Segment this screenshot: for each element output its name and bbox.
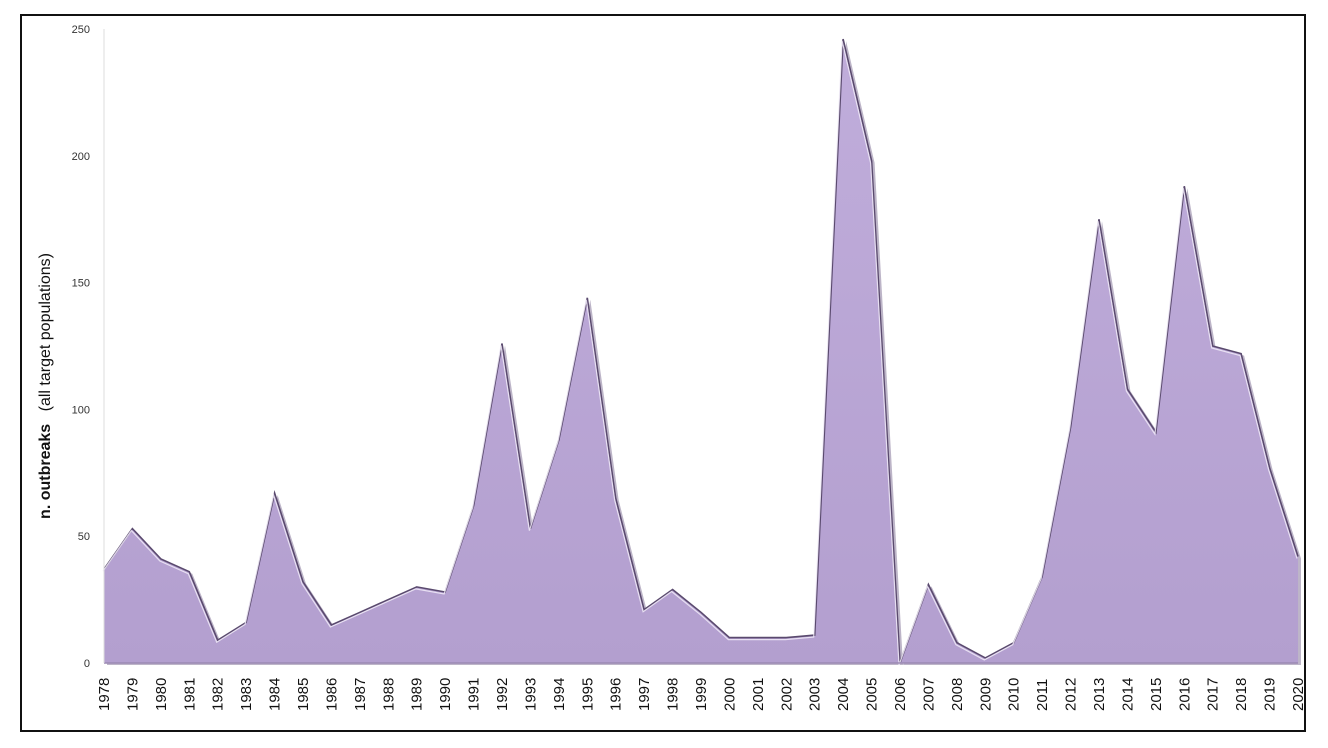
x-tick-label: 2019	[1262, 678, 1279, 711]
x-tick-label: 2001	[750, 678, 767, 711]
x-tick-label: 2000	[721, 678, 738, 711]
x-tick-label: 1998	[665, 678, 682, 711]
x-tick-label: 1996	[608, 678, 625, 711]
x-tick-label: 2004	[835, 678, 852, 711]
x-tick-label: 1986	[323, 678, 340, 711]
y-tick-label: 100	[72, 404, 90, 416]
x-tick-label: 1999	[693, 678, 710, 711]
x-tick-label: 2006	[892, 678, 909, 711]
x-tick-label: 2007	[920, 678, 937, 711]
y-axis-title-rest: (all target populations)	[37, 253, 54, 411]
x-tick-label: 1979	[124, 678, 141, 711]
x-tick-label: 1984	[267, 678, 284, 711]
area-fill	[104, 39, 1298, 664]
x-tick-label: 2013	[1091, 678, 1108, 711]
y-axis: 0 50 100 150 200 250	[72, 24, 90, 670]
x-tick-label: 1992	[494, 678, 511, 711]
x-tick-label: 1997	[636, 678, 653, 711]
x-tick-label: 2008	[949, 678, 966, 711]
x-tick-label: 2010	[1006, 678, 1023, 711]
x-tick-label: 2009	[977, 678, 994, 711]
y-tick-label: 0	[84, 658, 90, 670]
y-tick-label: 150	[72, 278, 90, 290]
x-tick-label: 1980	[153, 678, 170, 711]
x-tick-label: 2005	[864, 678, 881, 711]
x-tick-label: 1991	[466, 678, 483, 711]
x-tick-label: 2003	[807, 678, 824, 711]
x-tick-label: 1995	[579, 678, 596, 711]
x-tick-label: 1993	[522, 678, 539, 711]
x-tick-label: 2016	[1176, 678, 1193, 711]
x-tick-label: 1982	[210, 678, 227, 711]
y-axis-title: n. outbreaks (all target populations)	[37, 253, 54, 519]
x-tick-label: 2017	[1205, 678, 1222, 711]
area-series	[102, 29, 1301, 666]
x-tick-label: 2014	[1119, 678, 1136, 711]
x-tick-label: 2011	[1034, 679, 1051, 711]
area-highlight	[102, 40, 1298, 666]
x-tick-label: 1990	[437, 678, 454, 711]
y-tick-label: 200	[72, 151, 90, 163]
x-tick-label: 2020	[1290, 678, 1307, 711]
x-tick-label: 2012	[1063, 678, 1080, 711]
y-axis-title-bold: n. outbreaks	[37, 424, 54, 519]
y-tick-label: 50	[78, 531, 90, 543]
x-tick-label: 1987	[352, 678, 369, 711]
x-tick-label: 2015	[1148, 678, 1165, 711]
x-tick-label: 2018	[1233, 678, 1250, 711]
x-tick-label: 1988	[380, 678, 397, 711]
x-tick-label: 1994	[551, 678, 568, 711]
x-tick-label: 1978	[96, 678, 113, 711]
x-tick-label: 1989	[409, 678, 426, 711]
area-top-edge	[103, 38, 1299, 664]
x-axis: 1978 1979 1980 1981 1982 1983 1984 1985 1986 1987…	[96, 678, 1307, 711]
x-tick-label: 1981	[181, 678, 198, 711]
x-tick-label: 1985	[295, 678, 312, 711]
x-tick-label: 2002	[778, 678, 795, 711]
x-tick-label: 1983	[238, 678, 255, 711]
y-tick-label: 250	[72, 24, 90, 36]
